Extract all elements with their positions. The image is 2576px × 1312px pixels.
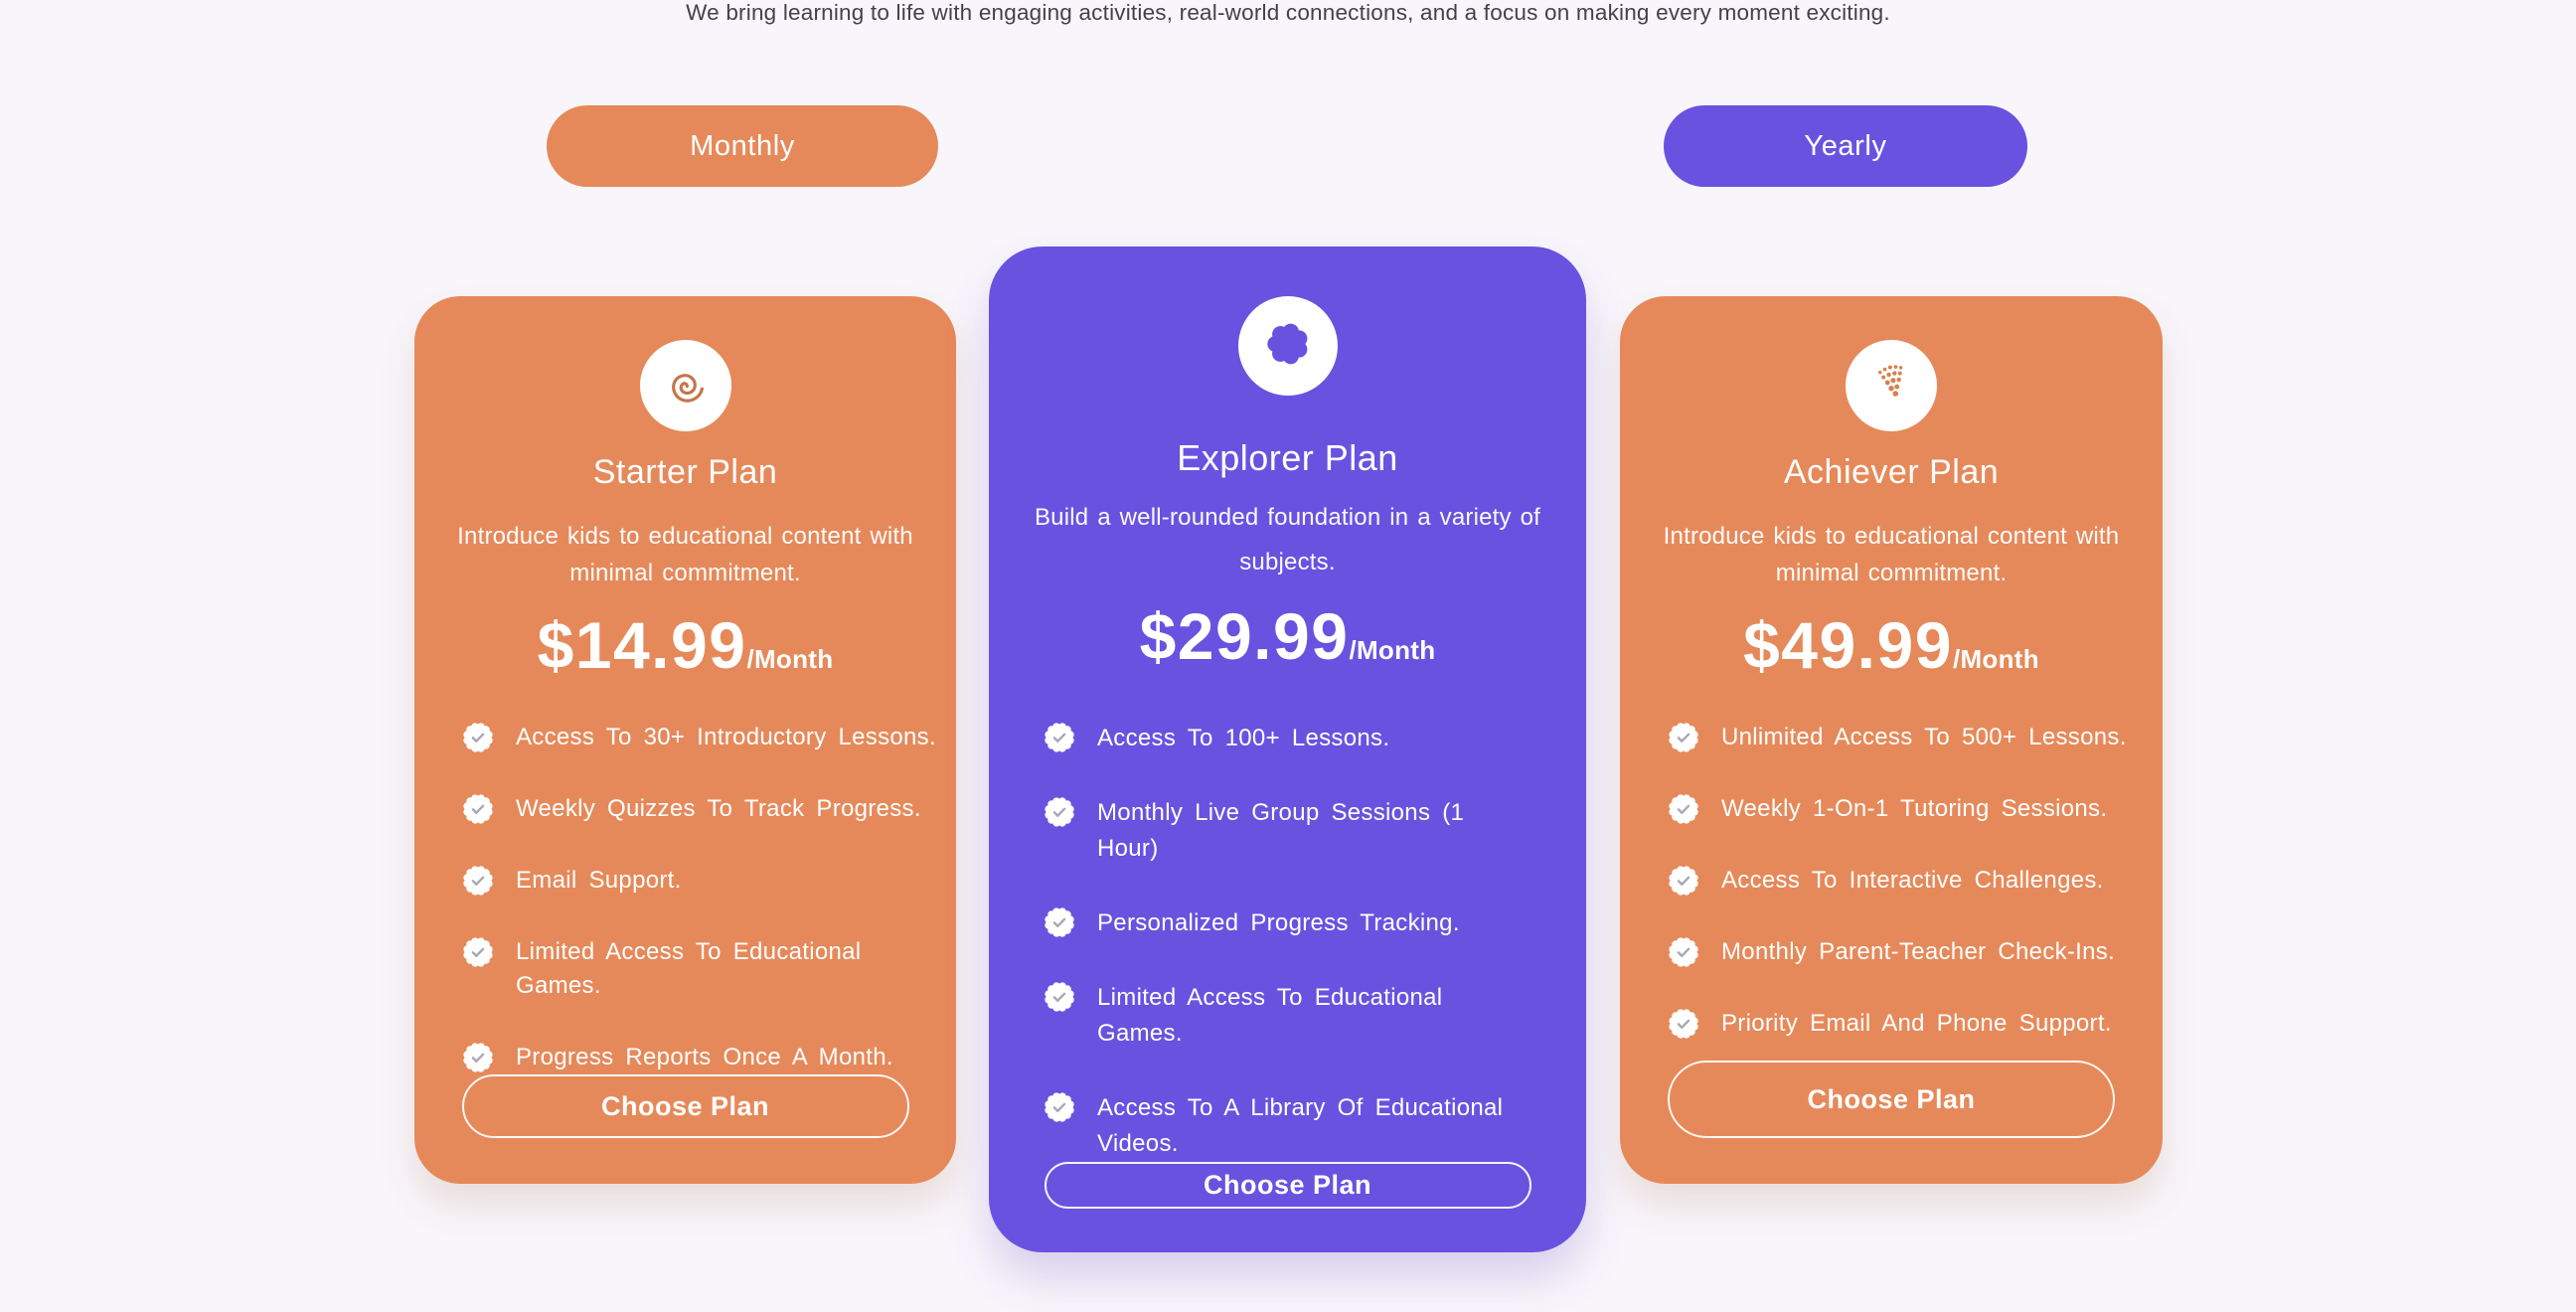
check-badge-icon bbox=[1669, 1009, 1698, 1039]
feature-list: Access To 30+ Introductory Lessons. Week… bbox=[462, 721, 953, 1074]
check-badge-icon bbox=[463, 794, 493, 824]
feature-label: Priority Email And Phone Support. bbox=[1721, 1010, 2112, 1037]
feature-item: Limited Access To Educational Games. bbox=[462, 935, 953, 1003]
feature-item: Limited Access To Educational Games. bbox=[1044, 980, 1527, 1052]
check-badge-icon bbox=[1669, 937, 1698, 967]
feature-item: Progress Reports Once A Month. bbox=[462, 1041, 953, 1074]
check-badge-icon bbox=[1045, 797, 1074, 827]
feature-list: Unlimited Access To 500+ Lessons. Weekly… bbox=[1668, 721, 2127, 1041]
price-period: /Month bbox=[1952, 644, 2039, 674]
billing-toggle-yearly[interactable]: Yearly bbox=[1664, 105, 2027, 187]
plan-card-explorer: Explorer Plan Build a well-rounded found… bbox=[989, 246, 1586, 1252]
plan-description: Build a well-rounded foundation in a var… bbox=[1034, 504, 1541, 575]
check-badge-icon bbox=[1045, 907, 1074, 937]
feature-label: Access To Interactive Challenges. bbox=[1721, 867, 2104, 894]
feature-item: Monthly Live Group Sessions (1 Hour) bbox=[1044, 795, 1527, 867]
feature-label: Unlimited Access To 500+ Lessons. bbox=[1721, 724, 2127, 750]
plan-icon-circle bbox=[1237, 296, 1338, 396]
choose-plan-button-starter[interactable]: Choose Plan bbox=[461, 1074, 909, 1138]
feature-label: Limited Access To Educational Games. bbox=[516, 938, 862, 999]
check-badge-icon bbox=[1669, 866, 1698, 896]
feature-label: Limited Access To Educational Games. bbox=[1097, 984, 1443, 1047]
dots-icon bbox=[1863, 356, 1919, 416]
plan-title: Starter Plan bbox=[592, 453, 778, 491]
feature-label: Monthly Parent-Teacher Check-Ins. bbox=[1721, 938, 2116, 965]
check-badge-icon bbox=[1669, 723, 1698, 752]
feature-item: Email Support. bbox=[462, 864, 953, 898]
check-badge-icon bbox=[1045, 982, 1074, 1012]
plan-description: Introduce kids to educational content wi… bbox=[457, 523, 913, 586]
check-badge-icon bbox=[463, 1043, 493, 1072]
plan-icon-circle bbox=[1846, 340, 1937, 431]
feature-label: Weekly 1-On-1 Tutoring Sessions. bbox=[1721, 795, 2108, 822]
billing-toggle-monthly[interactable]: Monthly bbox=[547, 105, 938, 187]
check-badge-icon bbox=[1045, 723, 1074, 752]
check-badge-icon bbox=[1669, 794, 1698, 824]
feature-label: Weekly Quizzes To Track Progress. bbox=[516, 795, 921, 822]
price-period: /Month bbox=[1349, 635, 1436, 665]
feature-item: Access To Interactive Challenges. bbox=[1668, 864, 2127, 898]
feature-item: Access To 30+ Introductory Lessons. bbox=[462, 721, 953, 754]
plan-description: Introduce kids to educational content wi… bbox=[1663, 523, 2120, 586]
plan-price: $29.99/Month bbox=[1140, 598, 1436, 674]
choose-plan-button-explorer[interactable]: Choose Plan bbox=[1044, 1162, 1531, 1209]
feature-label: Email Support. bbox=[516, 867, 682, 894]
feature-item: Monthly Parent-Teacher Check-Ins. bbox=[1668, 935, 2127, 969]
plan-price: $49.99/Month bbox=[1743, 607, 2039, 683]
feature-item: Access To A Library Of Educational Video… bbox=[1044, 1090, 1527, 1162]
plan-price: $14.99/Month bbox=[538, 607, 834, 683]
section-tagline: We bring learning to life with engaging … bbox=[686, 0, 1890, 25]
price-amount: $29.99 bbox=[1139, 599, 1350, 673]
spiral-icon bbox=[659, 357, 713, 415]
price-period: /Month bbox=[746, 644, 834, 674]
price-amount: $14.99 bbox=[537, 608, 747, 682]
feature-label: Personalized Progress Tracking. bbox=[1097, 909, 1460, 936]
plan-card-starter: Starter Plan Introduce kids to education… bbox=[414, 296, 956, 1184]
check-badge-icon bbox=[1045, 1092, 1074, 1122]
feature-list: Access To 100+ Lessons. Monthly Live Gro… bbox=[1044, 721, 1527, 1162]
plan-icon-circle bbox=[639, 340, 731, 431]
flower-icon bbox=[1264, 320, 1312, 373]
feature-label: Monthly Live Group Sessions (1 Hour) bbox=[1097, 799, 1465, 862]
feature-label: Access To 30+ Introductory Lessons. bbox=[516, 724, 936, 750]
check-badge-icon bbox=[463, 866, 493, 896]
check-badge-icon bbox=[463, 723, 493, 752]
feature-item: Priority Email And Phone Support. bbox=[1668, 1007, 2127, 1041]
plan-title: Achiever Plan bbox=[1783, 453, 2000, 491]
feature-label: Access To A Library Of Educational Video… bbox=[1097, 1094, 1504, 1157]
feature-item: Weekly Quizzes To Track Progress. bbox=[462, 792, 953, 826]
feature-item: Access To 100+ Lessons. bbox=[1044, 721, 1527, 756]
plan-card-achiever: Achiever Plan Introduce kids to educatio… bbox=[1620, 296, 2163, 1184]
feature-label: Progress Reports Once A Month. bbox=[516, 1044, 893, 1070]
price-amount: $49.99 bbox=[1743, 608, 1953, 682]
feature-label: Access To 100+ Lessons. bbox=[1097, 725, 1390, 751]
feature-item: Unlimited Access To 500+ Lessons. bbox=[1668, 721, 2127, 754]
feature-item: Weekly 1-On-1 Tutoring Sessions. bbox=[1668, 792, 2127, 826]
check-badge-icon bbox=[463, 937, 493, 967]
plan-title: Explorer Plan bbox=[1177, 437, 1398, 478]
feature-item: Personalized Progress Tracking. bbox=[1044, 905, 1527, 941]
choose-plan-button-achiever[interactable]: Choose Plan bbox=[1668, 1061, 2115, 1138]
